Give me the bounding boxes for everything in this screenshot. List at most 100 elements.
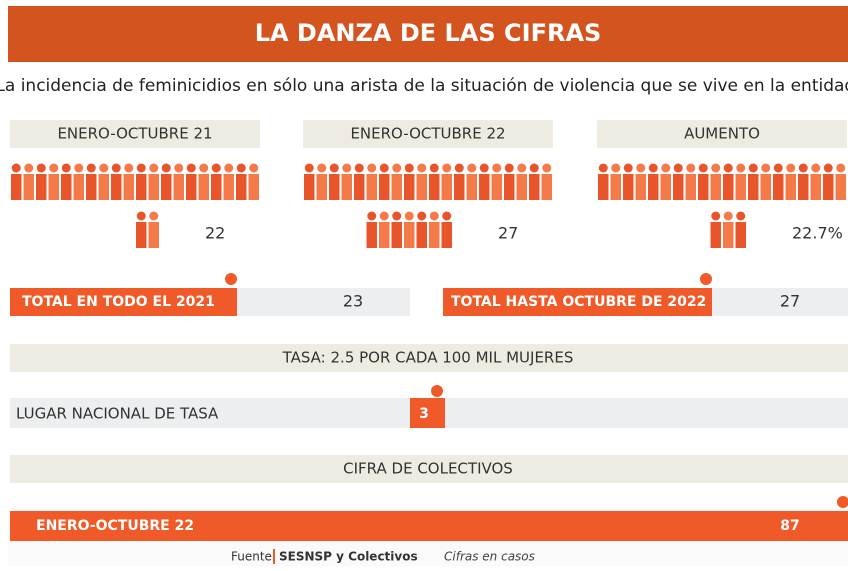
- person-body: [441, 174, 452, 200]
- person-head: [124, 163, 134, 173]
- person-head: [36, 163, 46, 173]
- panel-value: 27: [498, 224, 518, 243]
- person-head: [673, 163, 683, 173]
- person-body: [648, 174, 659, 200]
- person-body: [379, 174, 390, 200]
- total-label: TOTAL HASTA OCTUBRE DE 2022: [451, 294, 706, 310]
- person-head: [149, 211, 159, 221]
- person-head: [367, 211, 377, 221]
- divider: [273, 549, 275, 564]
- person-head: [611, 163, 621, 173]
- person-head: [823, 163, 833, 173]
- person-body: [391, 222, 402, 248]
- person-head: [404, 211, 414, 221]
- person-head: [479, 163, 489, 173]
- person-head: [661, 163, 671, 173]
- panel-value: 22: [205, 224, 225, 243]
- person-head: [86, 163, 96, 173]
- panel-label: ENERO-OCTUBRE 22: [350, 125, 505, 143]
- person-body: [660, 174, 671, 200]
- person-head: [429, 211, 439, 221]
- person-body: [316, 174, 327, 200]
- person-body: [735, 222, 746, 248]
- person-body: [623, 174, 634, 200]
- person-head: [186, 163, 196, 173]
- person-head: [636, 163, 646, 173]
- person-body: [161, 174, 172, 200]
- person-head: [61, 163, 71, 173]
- person-head: [99, 163, 109, 173]
- person-head: [136, 163, 146, 173]
- person-body: [735, 174, 746, 200]
- person-head: [773, 163, 783, 173]
- person-body: [48, 174, 59, 200]
- person-head: [161, 163, 171, 173]
- icon: [700, 273, 712, 285]
- person-head: [467, 163, 477, 173]
- person-head: [24, 163, 34, 173]
- rate-box: [410, 398, 445, 428]
- person-body: [673, 174, 684, 200]
- collectives-value: 87: [780, 518, 799, 534]
- rate-label: LUGAR NACIONAL DE TASA: [16, 405, 219, 423]
- person-body: [379, 222, 390, 248]
- person-body: [785, 174, 796, 200]
- person-head: [529, 163, 539, 173]
- collectives-bar: [10, 511, 848, 541]
- person-head: [798, 163, 808, 173]
- person-body: [236, 174, 247, 200]
- total-value: 27: [780, 292, 800, 311]
- person-body: [823, 174, 834, 200]
- person-head: [429, 163, 439, 173]
- person-body: [416, 174, 427, 200]
- person-body: [111, 174, 122, 200]
- person-head: [11, 163, 21, 173]
- person-head: [367, 163, 377, 173]
- person-body: [773, 174, 784, 200]
- person-head: [379, 211, 389, 221]
- panel-header: [10, 120, 260, 148]
- person-head: [736, 211, 746, 221]
- person-body: [454, 174, 465, 200]
- person-body: [366, 222, 377, 248]
- person-body: [123, 174, 134, 200]
- person-body: [304, 174, 315, 200]
- person-body: [36, 174, 47, 200]
- person-body: [429, 222, 440, 248]
- person-body: [798, 174, 809, 200]
- person-body: [404, 222, 415, 248]
- person-body: [354, 174, 365, 200]
- person-body: [541, 174, 552, 200]
- person-head: [49, 163, 59, 173]
- person-head: [249, 163, 259, 173]
- person-head: [723, 163, 733, 173]
- person-body: [248, 174, 259, 200]
- person-head: [74, 163, 84, 173]
- panel-header: [597, 120, 847, 148]
- panel-header: [303, 120, 553, 148]
- person-body: [366, 174, 377, 200]
- person-head: [211, 163, 221, 173]
- person-head: [342, 163, 352, 173]
- person-head: [748, 163, 758, 173]
- person-body: [198, 174, 209, 200]
- total-label: TOTAL EN TODO EL 2021: [22, 294, 215, 310]
- person-body: [710, 174, 721, 200]
- person-head: [723, 211, 733, 221]
- subtitle: La incidencia de feminicidios en sólo un…: [0, 76, 848, 96]
- person-head: [442, 163, 452, 173]
- person-head: [811, 163, 821, 173]
- person-head: [354, 163, 364, 173]
- person-body: [810, 174, 821, 200]
- person-head: [442, 211, 452, 221]
- person-body: [835, 174, 846, 200]
- person-body: [211, 174, 222, 200]
- person-body: [136, 174, 147, 200]
- person-body: [61, 174, 72, 200]
- panel-label: AUMENTO: [684, 125, 760, 143]
- collectives-title: CIFRA DE COLECTIVOS: [343, 460, 513, 478]
- rate-title: TASA: 2.5 POR CADA 100 MIL MUJERES: [282, 349, 574, 367]
- panel-label: ENERO-OCTUBRE 21: [57, 125, 212, 143]
- person-head: [417, 211, 427, 221]
